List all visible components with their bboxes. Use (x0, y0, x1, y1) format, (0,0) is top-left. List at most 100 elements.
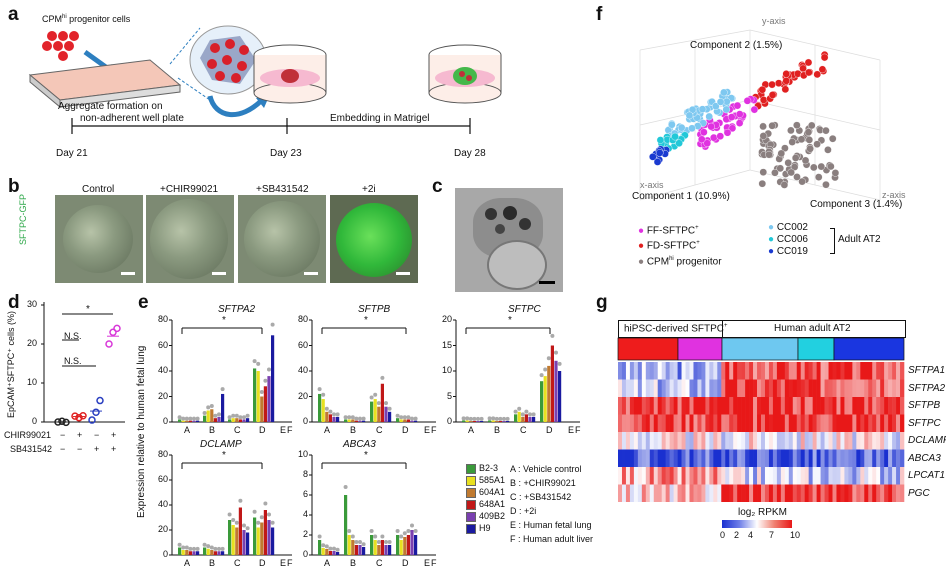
heatmap-cell (713, 414, 718, 432)
e-ytick: 80 (157, 314, 168, 324)
e-bar (256, 527, 260, 555)
e-ytick: 2 (302, 529, 308, 539)
e-point (461, 416, 466, 421)
heatmap-cell (856, 484, 861, 502)
e-point (373, 392, 378, 397)
pca-point (790, 163, 799, 171)
panel-label-f: f (596, 4, 603, 25)
e-bar (558, 371, 562, 422)
panel-label-g: g (596, 292, 608, 313)
heatmap-cell (828, 397, 833, 415)
e-bar (213, 418, 217, 422)
g-gene-label: SFTPC (908, 417, 941, 429)
e-point (181, 416, 186, 421)
heatmap-cell (745, 449, 750, 467)
heatmap-cell (776, 449, 782, 467)
pca-point (784, 159, 793, 167)
e-bar (495, 420, 499, 422)
heatmap-cell (868, 432, 873, 450)
heatmap-cell (741, 397, 746, 415)
heatmap-cell (820, 397, 825, 415)
e-point (270, 520, 275, 525)
heatmap-cell (633, 414, 639, 432)
pca-point (801, 156, 810, 165)
e-point (476, 416, 480, 421)
heatmap-cell (673, 432, 678, 450)
heatmap-cell (713, 432, 718, 450)
heatmap-cell (745, 432, 750, 450)
e-group-letter: C (234, 558, 241, 568)
heatmap-cell (633, 484, 639, 502)
e-sig-star: * (364, 315, 368, 326)
heatmap-cell (709, 449, 714, 467)
heatmap-cell (749, 467, 754, 485)
pca-point (822, 180, 830, 189)
heatmap-cell (768, 467, 774, 485)
e-point (234, 520, 239, 525)
e-point (328, 546, 333, 551)
e-bar (358, 545, 362, 555)
heatmap-cell (709, 432, 714, 450)
heatmap-cell (876, 397, 881, 415)
heatmap-cell (665, 379, 670, 397)
e-ytick: 40 (157, 499, 168, 509)
heatmap-cell (840, 414, 845, 432)
heatmap-cell (892, 484, 897, 502)
e-bar (256, 371, 260, 422)
e-group-letter: D (546, 425, 553, 435)
heatmap-cell (709, 484, 714, 502)
e-group-letter: A (324, 558, 331, 568)
e-bar (328, 551, 332, 555)
e-point (413, 529, 418, 533)
e-bar (318, 540, 322, 555)
heatmap-cell (884, 362, 889, 380)
e-point (413, 416, 418, 421)
e-bar (480, 420, 484, 422)
heatmap-cell (737, 362, 742, 380)
heatmap-cell (621, 414, 627, 432)
heatmap-cell (721, 379, 726, 397)
heatmap-cell (764, 449, 770, 467)
e-key: A : Vehicle control B : +CHIR99021 C : +… (510, 462, 593, 546)
cond-2i: +2i (362, 184, 376, 195)
heatmap-cell (792, 432, 798, 450)
e-bar (221, 393, 225, 422)
heatmap-cell (828, 379, 833, 397)
e-bar (380, 540, 384, 555)
heatmap-cell (884, 449, 889, 467)
heatmap-cell (761, 432, 766, 450)
heatmap-cell (697, 432, 702, 450)
heatmap-cell (868, 397, 873, 415)
e-bar (380, 383, 384, 422)
heatmap-cell (705, 467, 710, 485)
heatmap-cell (721, 484, 726, 502)
e-point (242, 415, 246, 420)
heatmap-cell (717, 397, 722, 415)
heatmap-cell (876, 432, 881, 450)
heatmap-cell (661, 379, 666, 397)
heatmap-cell (900, 397, 905, 415)
heatmap-cell (685, 467, 690, 485)
heatmap-cell (888, 397, 893, 415)
heatmap-cell (888, 379, 893, 397)
e-group-letter: D (259, 558, 266, 568)
heatmap-cell (641, 484, 647, 502)
e-ytick: 20 (441, 314, 452, 324)
heatmap-cell (788, 414, 794, 432)
heatmap-cell (868, 379, 873, 397)
heatmap-cell (780, 362, 786, 380)
cond-control: Control (82, 184, 115, 195)
heatmap-cell (820, 414, 825, 432)
heatmap-cell (852, 467, 857, 485)
heatmap-cell (872, 397, 877, 415)
f-xaxis: x-axis (640, 180, 664, 190)
heatmap-cell (772, 362, 778, 380)
e-legend: B2-3 585A1 604A1 648A1 409B2 H9 (466, 462, 505, 534)
heatmap-cell (665, 484, 670, 502)
heatmap-cell (729, 362, 734, 380)
pca-point (822, 126, 830, 135)
heatmap-cell (629, 484, 635, 502)
day-21: Day 21 (56, 148, 88, 159)
e-group-letter: B (209, 425, 216, 435)
heatmap-cell (721, 449, 726, 467)
